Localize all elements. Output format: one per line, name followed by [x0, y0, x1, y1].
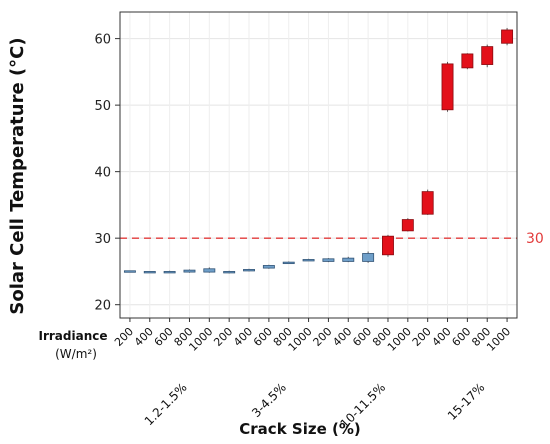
group-label: 1.2-1.5% — [142, 380, 190, 428]
group-label: 3-4.5% — [249, 380, 289, 420]
irradiance-header: Irradiance — [39, 329, 108, 343]
box-body — [123, 270, 136, 273]
x-tick-label: 200 — [211, 325, 235, 349]
box-body — [421, 191, 434, 215]
box — [342, 256, 355, 263]
x-tick-label: 600 — [350, 325, 374, 349]
irradiance-unit: (W/m²) — [55, 347, 97, 361]
y-tick-label: 30 — [94, 232, 111, 247]
boxes — [123, 27, 514, 274]
box — [163, 270, 176, 274]
x-tick-label: 200 — [112, 325, 136, 349]
y-tick-label: 50 — [94, 99, 111, 114]
box-body — [282, 261, 295, 265]
box — [401, 218, 414, 232]
group-label: 15-17% — [445, 380, 488, 423]
plot-frame — [119, 11, 518, 319]
box — [441, 61, 454, 112]
box — [123, 270, 136, 273]
box — [322, 258, 335, 263]
box-body — [481, 46, 494, 65]
box — [282, 261, 295, 265]
box — [302, 258, 315, 262]
box-body — [382, 235, 394, 256]
x-tick-label: 200 — [311, 325, 335, 349]
box-body — [143, 271, 156, 274]
box — [382, 234, 394, 257]
x-tick-label: 400 — [132, 325, 156, 349]
x-tick-label: 600 — [449, 325, 473, 349]
box-body — [302, 259, 315, 262]
box — [143, 271, 156, 274]
box-body — [441, 63, 454, 111]
x-axis: 2004006008001000200400600800100020040060… — [112, 318, 513, 431]
box-body — [501, 29, 514, 44]
box — [461, 53, 474, 70]
x-tick-label: 200 — [410, 325, 434, 349]
box — [223, 270, 236, 274]
box — [183, 269, 196, 273]
reference-line-group: 30 — [120, 231, 544, 247]
box-body — [163, 271, 176, 274]
x-tick-label: 600 — [152, 325, 176, 349]
x-tick-label: 400 — [430, 325, 454, 349]
x-axis-label: Crack Size (%) — [239, 420, 360, 438]
plot-area — [120, 12, 517, 318]
box-body — [342, 257, 355, 262]
box — [243, 268, 255, 272]
box — [501, 27, 514, 46]
x-tick-label: 400 — [231, 325, 255, 349]
y-tick-label: 20 — [94, 299, 111, 314]
box — [203, 267, 216, 273]
box-body — [461, 53, 474, 69]
box-body — [183, 269, 196, 273]
x-tick-label: 1000 — [484, 325, 513, 354]
box — [481, 44, 494, 68]
x-tick-label: 600 — [251, 325, 275, 349]
y-axis: 20 30 40 50 60 — [94, 33, 120, 314]
x-tick-label: 400 — [330, 325, 354, 349]
box-body — [223, 271, 236, 274]
y-tick-label: 60 — [94, 33, 111, 48]
box-body — [362, 253, 375, 262]
reference-line-label: 30 — [526, 231, 544, 247]
box-body — [243, 269, 255, 272]
y-tick-label: 40 — [94, 166, 111, 181]
box-body — [203, 268, 216, 273]
box-body — [262, 265, 275, 269]
box-body — [401, 219, 414, 232]
grid-lines — [120, 12, 517, 318]
box — [262, 264, 275, 269]
box-body — [322, 258, 335, 262]
box — [421, 189, 434, 215]
box — [362, 251, 375, 263]
y-axis-label: Solar Cell Temperature (°C) — [7, 37, 28, 314]
